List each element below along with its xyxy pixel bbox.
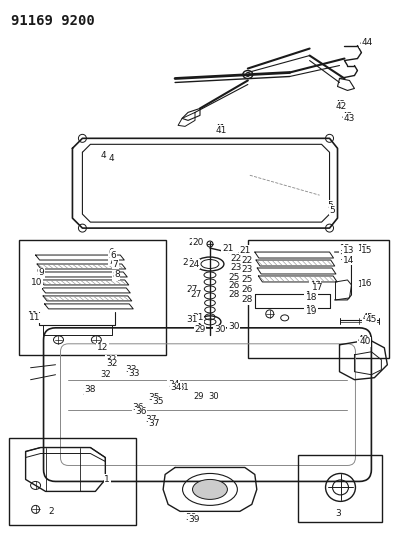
Text: 31: 31	[178, 383, 189, 392]
Text: 32: 32	[100, 370, 111, 379]
Text: 6: 6	[108, 247, 114, 256]
Text: 13: 13	[339, 244, 350, 253]
Text: 29: 29	[194, 325, 205, 334]
Text: 37: 37	[148, 419, 160, 428]
Text: 23: 23	[230, 263, 241, 272]
Text: 8: 8	[114, 270, 120, 279]
Text: 12: 12	[96, 343, 107, 352]
Text: 2: 2	[49, 507, 54, 516]
Text: 30: 30	[228, 322, 240, 332]
Text: 24: 24	[188, 260, 199, 269]
Text: 33: 33	[128, 369, 140, 378]
Text: 43: 43	[341, 112, 353, 121]
Text: 7: 7	[108, 256, 114, 265]
Text: 19: 19	[304, 305, 315, 314]
Text: 24: 24	[182, 257, 193, 266]
Text: 38: 38	[84, 385, 96, 394]
Text: 91169 9200: 91169 9200	[11, 14, 94, 28]
Text: 21: 21	[222, 244, 233, 253]
Text: 14: 14	[339, 253, 350, 262]
Text: 4: 4	[100, 151, 106, 160]
Text: 29: 29	[193, 392, 203, 401]
Text: 8: 8	[112, 271, 118, 280]
Text: 17: 17	[310, 281, 320, 290]
Text: 12: 12	[98, 343, 109, 352]
Text: 39: 39	[185, 513, 197, 522]
Text: 18: 18	[306, 294, 317, 302]
Text: 11: 11	[27, 311, 37, 320]
Text: 29: 29	[214, 325, 225, 334]
Text: 34: 34	[170, 383, 181, 392]
Text: 41: 41	[216, 126, 227, 135]
Text: 1: 1	[104, 475, 110, 484]
Text: 9: 9	[37, 269, 42, 278]
Text: 31: 31	[192, 313, 203, 322]
Text: 22: 22	[242, 255, 253, 264]
Text: 27: 27	[190, 290, 201, 300]
Text: 6: 6	[110, 251, 116, 260]
Bar	[19, 240, 166, 355]
Text: 10: 10	[31, 279, 41, 288]
Text: 27: 27	[186, 286, 197, 294]
Text: 15: 15	[357, 244, 368, 253]
Text: 44: 44	[359, 38, 371, 47]
Text: 3: 3	[336, 509, 341, 518]
Text: 7: 7	[112, 260, 118, 269]
Text: 5: 5	[330, 206, 335, 215]
Text: 40: 40	[357, 335, 369, 344]
Bar	[248, 240, 389, 358]
Text: 30: 30	[208, 392, 219, 401]
Text: 28: 28	[242, 295, 253, 304]
Text: 32: 32	[105, 356, 117, 364]
Text: 10: 10	[31, 278, 42, 287]
Text: 35: 35	[148, 393, 160, 402]
Text: 37: 37	[145, 415, 157, 424]
Text: 33: 33	[125, 365, 137, 374]
Text: 25: 25	[228, 273, 239, 282]
Text: 26: 26	[228, 281, 239, 290]
Text: 5: 5	[328, 200, 333, 209]
Text: 41: 41	[215, 124, 226, 133]
Text: 42: 42	[336, 102, 347, 111]
Text: 25: 25	[242, 276, 253, 285]
Text: 23: 23	[242, 265, 253, 274]
Text: 21: 21	[240, 246, 251, 255]
Text: 43: 43	[343, 114, 355, 123]
Text: 14: 14	[343, 255, 354, 264]
Text: 45: 45	[363, 313, 373, 322]
Text: 40: 40	[359, 337, 371, 346]
Text: 36: 36	[132, 403, 144, 412]
Text: 20: 20	[188, 238, 199, 247]
Text: 19: 19	[306, 308, 317, 317]
Text: 35: 35	[152, 397, 164, 406]
Text: 26: 26	[242, 286, 253, 294]
Text: 18: 18	[304, 292, 315, 301]
Text: 22: 22	[230, 254, 241, 263]
Text: 38: 38	[82, 388, 94, 397]
Text: 34: 34	[168, 380, 179, 389]
Text: 30: 30	[214, 325, 225, 334]
Bar	[9, 438, 136, 526]
Text: 4: 4	[108, 154, 114, 163]
Text: 32: 32	[106, 359, 118, 368]
Text: 42: 42	[335, 100, 346, 109]
Text: 28: 28	[228, 290, 239, 300]
Ellipse shape	[193, 480, 227, 499]
Bar	[298, 455, 382, 522]
Text: 39: 39	[188, 515, 199, 524]
Text: 11: 11	[29, 313, 40, 322]
Text: 16: 16	[361, 279, 373, 288]
Text: 45: 45	[365, 316, 377, 325]
Text: 20: 20	[192, 238, 203, 247]
Text: 9: 9	[39, 269, 44, 278]
Text: 15: 15	[361, 246, 373, 255]
Text: 36: 36	[135, 407, 147, 416]
Text: 13: 13	[343, 246, 354, 255]
Text: 17: 17	[312, 284, 323, 293]
Text: 16: 16	[357, 280, 368, 289]
Text: 44: 44	[361, 38, 373, 47]
Text: 31: 31	[186, 316, 197, 325]
